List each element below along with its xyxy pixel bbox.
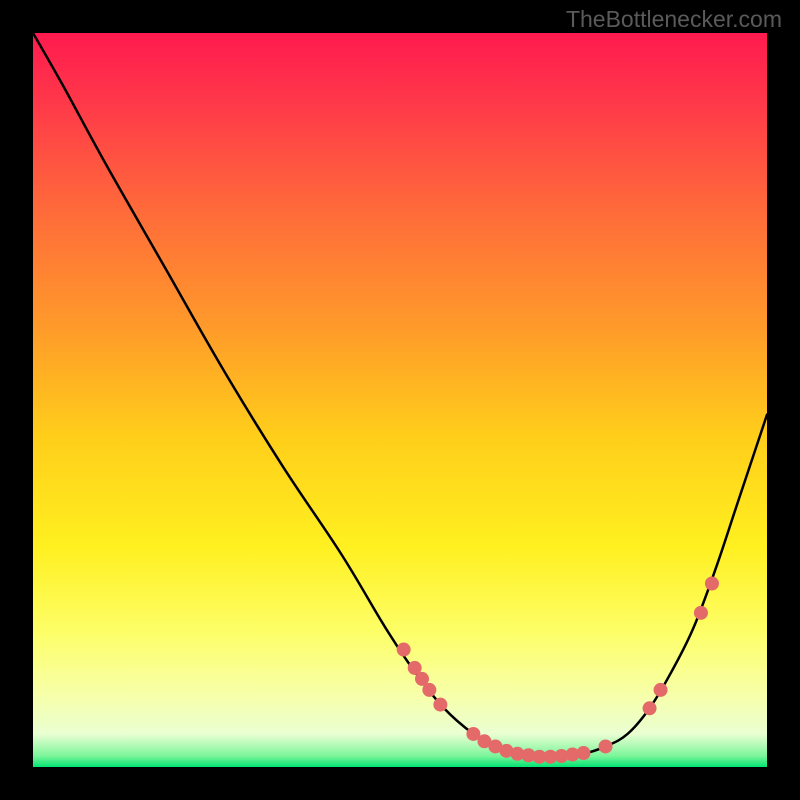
data-marker bbox=[577, 746, 591, 760]
plot-area bbox=[33, 33, 767, 767]
bottleneck-curve-layer bbox=[33, 33, 767, 767]
data-marker bbox=[397, 643, 411, 657]
data-marker bbox=[643, 701, 657, 715]
data-marker bbox=[433, 698, 447, 712]
data-marker bbox=[422, 683, 436, 697]
watermark-text: TheBottlenecker.com bbox=[566, 6, 782, 33]
data-markers bbox=[397, 577, 719, 764]
data-marker bbox=[694, 606, 708, 620]
data-marker bbox=[599, 739, 613, 753]
data-marker bbox=[654, 683, 668, 697]
data-marker bbox=[705, 577, 719, 591]
